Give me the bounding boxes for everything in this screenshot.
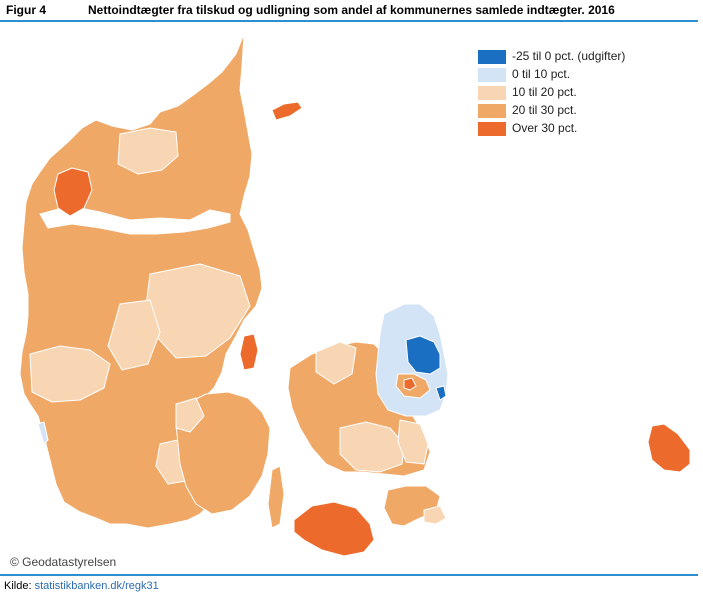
- footer-rule: [0, 574, 698, 576]
- figure-title: Nettoindtægter fra tilskud og udligning …: [88, 3, 615, 17]
- legend-swatch: [478, 50, 506, 64]
- legend-swatch: [478, 86, 506, 100]
- source-line: Kilde: statistikbanken.dk/regk31: [4, 580, 159, 592]
- funen-region: [175, 391, 271, 515]
- fanoe-island: [37, 421, 49, 445]
- jutland-light-area-north: [117, 127, 179, 175]
- copenhagen-area-dark-south: [435, 385, 447, 401]
- langeland-island: [267, 465, 285, 529]
- legend-label: -25 til 0 pct. (udgifter): [512, 49, 626, 63]
- jutland-light-area-mid: [107, 299, 161, 371]
- legend-swatch: [478, 122, 506, 136]
- copenhagen-area-hot: [403, 377, 417, 391]
- figure-header: Figur 4 Nettoindtægter fra tilskud og ud…: [0, 0, 703, 22]
- legend-label: 20 til 30 pct.: [512, 103, 577, 117]
- zealand-light-area-west: [315, 341, 357, 385]
- funen-light-area: [175, 397, 205, 433]
- legend-swatch: [478, 104, 506, 118]
- mors-island: [53, 167, 93, 217]
- moen-island: [423, 505, 447, 525]
- laesoe-island: [271, 101, 303, 121]
- zealand-light-area-east: [397, 419, 429, 465]
- source-link[interactable]: statistikbanken.dk/regk31: [34, 580, 159, 592]
- source-prefix: Kilde:: [4, 580, 35, 592]
- denmark-municipality-map: [19, 33, 691, 557]
- figure-label: Figur 4: [6, 3, 47, 17]
- samsoe-island: [239, 333, 259, 371]
- jutland-light-area-west: [29, 345, 111, 403]
- copyright-notice: © Geodatastyrelsen: [10, 555, 117, 569]
- lolland-island: [293, 501, 375, 557]
- jutland-region: [19, 33, 263, 529]
- legend-swatch: [478, 68, 506, 82]
- legend-label: Over 30 pct.: [512, 121, 578, 135]
- zealand-light-area-south: [339, 421, 405, 473]
- header-rule: [0, 20, 698, 22]
- limfjord-water: [39, 205, 231, 235]
- bornholm-island: [647, 423, 691, 473]
- legend-label: 10 til 20 pct.: [512, 85, 577, 99]
- legend-label: 0 til 10 pct.: [512, 67, 571, 81]
- capital-region-dark: [405, 335, 441, 375]
